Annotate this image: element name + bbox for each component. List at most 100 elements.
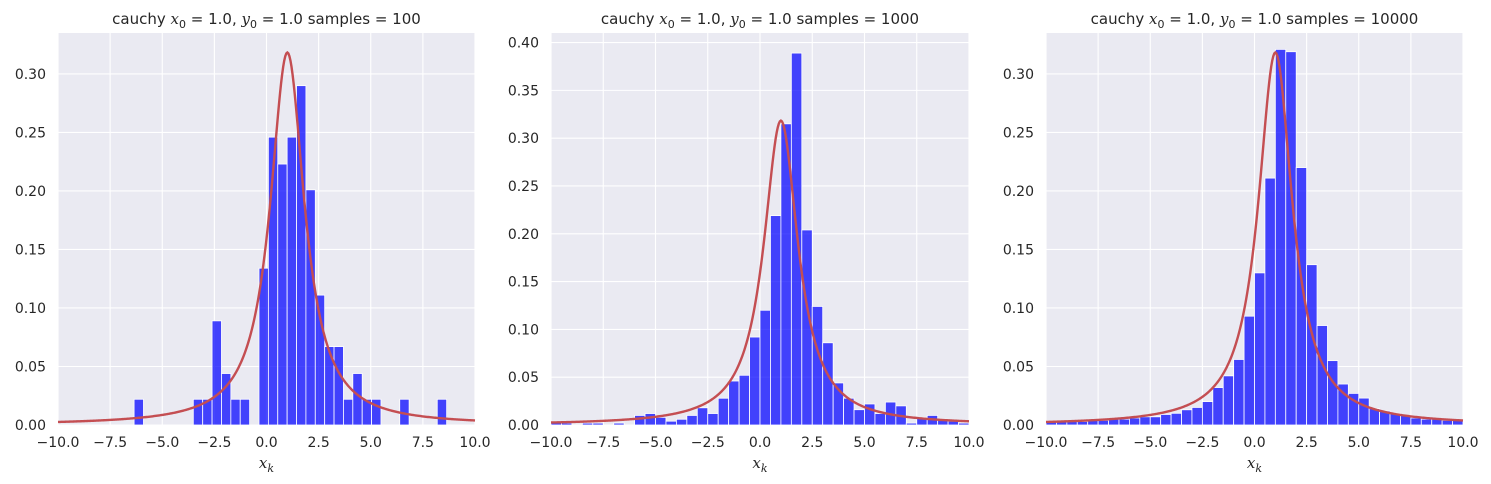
histogram-bar — [1316, 325, 1328, 426]
y-tick-label: 0.20 — [15, 184, 46, 200]
y-tick-label: 0.25 — [15, 125, 46, 141]
histogram-bar — [1129, 417, 1141, 426]
y-tick-labels: 0.00 0.05 0.10 0.15 0.20 0.25 0.30 — [1003, 67, 1034, 434]
subplot-samples-100: −10.0 −7.5 −5.0 −2.5 0.0 2.5 5.0 7.5 10.0 0.000.… — [15, 10, 491, 475]
histogram-bar — [1420, 418, 1433, 426]
histogram-bar — [211, 320, 222, 426]
y-tick-label: 0.30 — [1003, 67, 1034, 83]
histogram-bar — [644, 413, 656, 426]
histogram-bar — [1358, 397, 1370, 426]
x-tick-label: −5.0 — [639, 435, 673, 451]
y-tick-label: 0.00 — [508, 418, 539, 434]
x-tick-label: −2.5 — [1185, 435, 1219, 451]
y-tick-labels: 0.00 0.05 0.10 0.15 0.20 0.25 0.30 — [15, 67, 46, 434]
histogram-bar — [728, 380, 740, 426]
y-tick-label: 0.05 — [1003, 359, 1034, 375]
histogram-bar — [613, 422, 625, 426]
subplot-title: cauchy x0 = 1.0, y0 = 1.0 samples = 1000 — [601, 10, 919, 31]
histogram-bar — [133, 398, 144, 426]
histogram-bar — [853, 409, 865, 426]
y-tick-label: 0.20 — [508, 227, 539, 243]
y-tick-label: 0.00 — [15, 418, 46, 434]
histogram-bar — [770, 215, 782, 426]
x-tick-labels: −10.0 −7.5 −5.0 −2.5 0.0 2.5 5.0 7.5 10.0 — [530, 435, 985, 451]
y-tick-label: 0.15 — [508, 275, 539, 291]
histogram-bar — [1327, 360, 1339, 426]
histogram-bar — [717, 397, 730, 426]
cauchy-pdf-line — [550, 119, 970, 424]
histogram-bar — [343, 398, 354, 426]
y-tick-label: 0.25 — [1003, 125, 1034, 141]
y-tick-label: 0.10 — [508, 322, 539, 338]
histogram-bar — [277, 163, 288, 426]
histogram-bar — [759, 309, 771, 426]
y-tick-label: 0.40 — [508, 36, 539, 52]
histogram-bar — [707, 413, 719, 426]
histogram-bar — [738, 374, 750, 426]
histogram-bar — [874, 413, 886, 426]
histogram-bar — [655, 416, 667, 426]
x-tick-labels: −10.0 −7.5 −5.0 −2.5 0.0 2.5 5.0 7.5 10.0 — [37, 435, 491, 451]
subplot-samples-1000: −10.0 −7.5 −5.0 −2.5 0.0 2.5 5.0 7.5 10.0 0.000.… — [508, 10, 985, 475]
x-tick-label: 7.5 — [1400, 435, 1422, 451]
y-tick-label: 0.30 — [508, 131, 539, 147]
histogram-bar — [352, 373, 363, 426]
x-tick-label: 10.0 — [953, 435, 984, 451]
y-tick-label: 0.30 — [15, 67, 46, 83]
histogram-bar — [822, 342, 834, 426]
cauchy-pdf-line — [57, 50, 476, 424]
x-tick-label: 2.5 — [307, 435, 329, 451]
x-tick-label: −5.0 — [1133, 435, 1167, 451]
histogram-bar — [676, 418, 688, 426]
subplot-title: cauchy x0 = 1.0, y0 = 1.0 samples = 1000… — [1091, 10, 1419, 31]
histogram-bar — [634, 415, 646, 426]
x-tick-label: 0.0 — [1243, 435, 1265, 451]
y-tick-label: 0.05 — [508, 370, 539, 386]
histogram-bar — [1410, 417, 1422, 426]
histogram-bar — [696, 407, 709, 426]
x-tick-label: −10.0 — [37, 435, 80, 451]
x-tick-label: 5.0 — [1348, 435, 1370, 451]
x-tick-label: −7.5 — [1081, 435, 1115, 451]
histogram-bar — [592, 422, 604, 426]
histogram-bar — [1264, 177, 1276, 426]
y-tick-label: 0.00 — [1003, 418, 1034, 434]
x-tick-label: −2.5 — [691, 435, 725, 451]
histogram-bar — [1243, 315, 1255, 426]
histogram-bars — [133, 85, 448, 426]
subplot-samples-10000: −10.0 −7.5 −5.0 −2.5 0.0 2.5 5.0 7.5 10.0 0.000.… — [1003, 10, 1479, 475]
histogram-bar — [436, 398, 448, 426]
x-tick-labels: −10.0 −7.5 −5.0 −2.5 0.0 2.5 5.0 7.5 10.0 — [1025, 435, 1479, 451]
histogram-bar — [239, 398, 251, 426]
histogram-bar — [1233, 359, 1245, 426]
histogram-bar — [1285, 51, 1297, 426]
x-tick-label: 5.0 — [853, 435, 875, 451]
y-tick-label: 0.35 — [508, 83, 539, 99]
histogram-bar — [1170, 412, 1182, 426]
histogram-bar — [371, 398, 382, 426]
x-tick-label: −7.5 — [586, 435, 620, 451]
x-tick-label: 0.0 — [749, 435, 771, 451]
x-axis-label: xk — [752, 454, 767, 475]
x-tick-label: −7.5 — [93, 435, 127, 451]
histogram-bar — [1118, 418, 1130, 426]
histogram-bar — [1254, 272, 1266, 426]
histogram-bar — [1201, 401, 1214, 426]
x-tick-label: −2.5 — [197, 435, 231, 451]
x-tick-label: −5.0 — [145, 435, 179, 451]
histogram-bar — [811, 306, 824, 426]
histogram-bar — [581, 422, 594, 426]
x-tick-label: 0.0 — [255, 435, 277, 451]
histogram-bar — [958, 422, 970, 426]
y-tick-label: 0.05 — [15, 359, 46, 375]
x-axis-label: xk — [1247, 454, 1262, 475]
x-tick-label: −10.0 — [1025, 435, 1068, 451]
histogram-bar — [1222, 375, 1235, 426]
y-tick-labels: 0.00 0.05 0.10 0.15 0.20 0.25 0.30 0.35 0.40 — [508, 36, 539, 434]
x-tick-label: 7.5 — [906, 435, 928, 451]
x-tick-label: 2.5 — [1295, 435, 1317, 451]
histogram-bar — [286, 136, 297, 426]
histogram-bar — [749, 336, 761, 426]
x-tick-label: 5.0 — [360, 435, 382, 451]
